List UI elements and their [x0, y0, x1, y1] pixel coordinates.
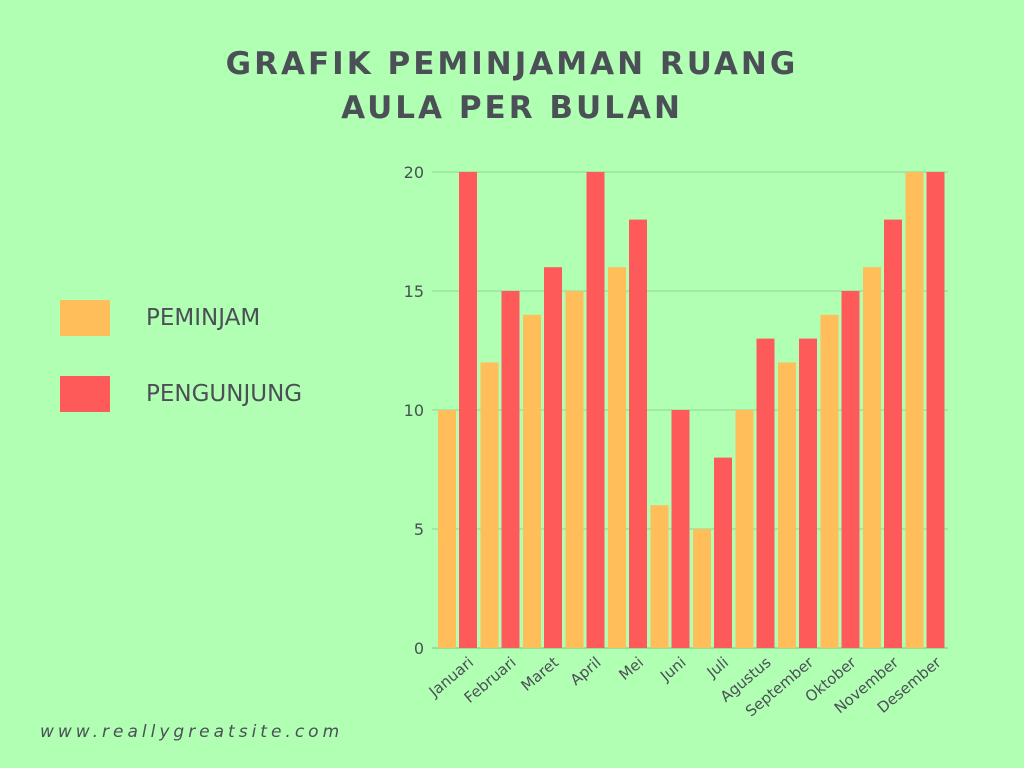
bar-pengunjung	[586, 172, 605, 648]
chart-legend: PEMINJAM PENGUNJUNG	[60, 299, 302, 451]
bar-peminjam	[438, 410, 456, 648]
bar-pengunjung	[841, 291, 860, 648]
x-tick-label: Juni	[656, 653, 689, 685]
legend-item-peminjam: PEMINJAM	[60, 299, 302, 337]
bar-pengunjung	[926, 172, 945, 648]
bar-pengunjung	[884, 219, 902, 648]
bar-peminjam	[565, 291, 584, 648]
bar-peminjam	[523, 314, 541, 648]
bar-pengunjung	[629, 219, 647, 648]
bar-peminjam	[905, 172, 924, 648]
bar-pengunjung	[671, 410, 690, 648]
chart-title: GRAFIK PEMINJAMAN RUANG AULA PER BULAN	[212, 42, 812, 130]
y-tick-label: 10	[404, 401, 424, 420]
bar-pengunjung	[756, 338, 775, 648]
y-tick-label: 15	[404, 282, 424, 301]
bar-pengunjung	[799, 338, 817, 648]
bar-peminjam	[693, 529, 711, 648]
y-tick-label: 0	[414, 639, 424, 658]
x-tick-label: April	[567, 653, 605, 689]
bar-pengunjung	[714, 457, 732, 648]
website-url: www.reallygreatsite.com	[40, 722, 344, 742]
bar-peminjam	[778, 362, 796, 648]
legend-swatch-pengunjung	[60, 376, 110, 412]
legend-swatch-peminjam	[60, 300, 110, 336]
legend-label-peminjam: PEMINJAM	[146, 305, 261, 331]
bar-pengunjung	[501, 291, 520, 648]
chart-title-line-1: GRAFIK PEMINJAMAN RUANG	[225, 46, 799, 82]
legend-item-pengunjung: PENGUNJUNG	[60, 375, 302, 413]
chart-title-line-2: AULA PER BULAN	[341, 90, 683, 126]
bar-peminjam	[735, 410, 754, 648]
x-tick-label: Mei	[615, 653, 647, 684]
x-tick-label: Maret	[517, 653, 562, 695]
y-tick-label: 20	[404, 163, 424, 182]
bar-peminjam	[820, 314, 839, 648]
bar-peminjam	[863, 267, 881, 648]
y-tick-label: 5	[414, 520, 424, 539]
x-tick-label: Juli	[703, 653, 732, 682]
bar-peminjam	[608, 267, 626, 648]
bar-peminjam	[480, 362, 499, 648]
bar-pengunjung	[459, 172, 477, 648]
bar-pengunjung	[544, 267, 562, 648]
legend-label-pengunjung: PENGUNJUNG	[146, 381, 303, 407]
bar-peminjam	[650, 505, 669, 648]
